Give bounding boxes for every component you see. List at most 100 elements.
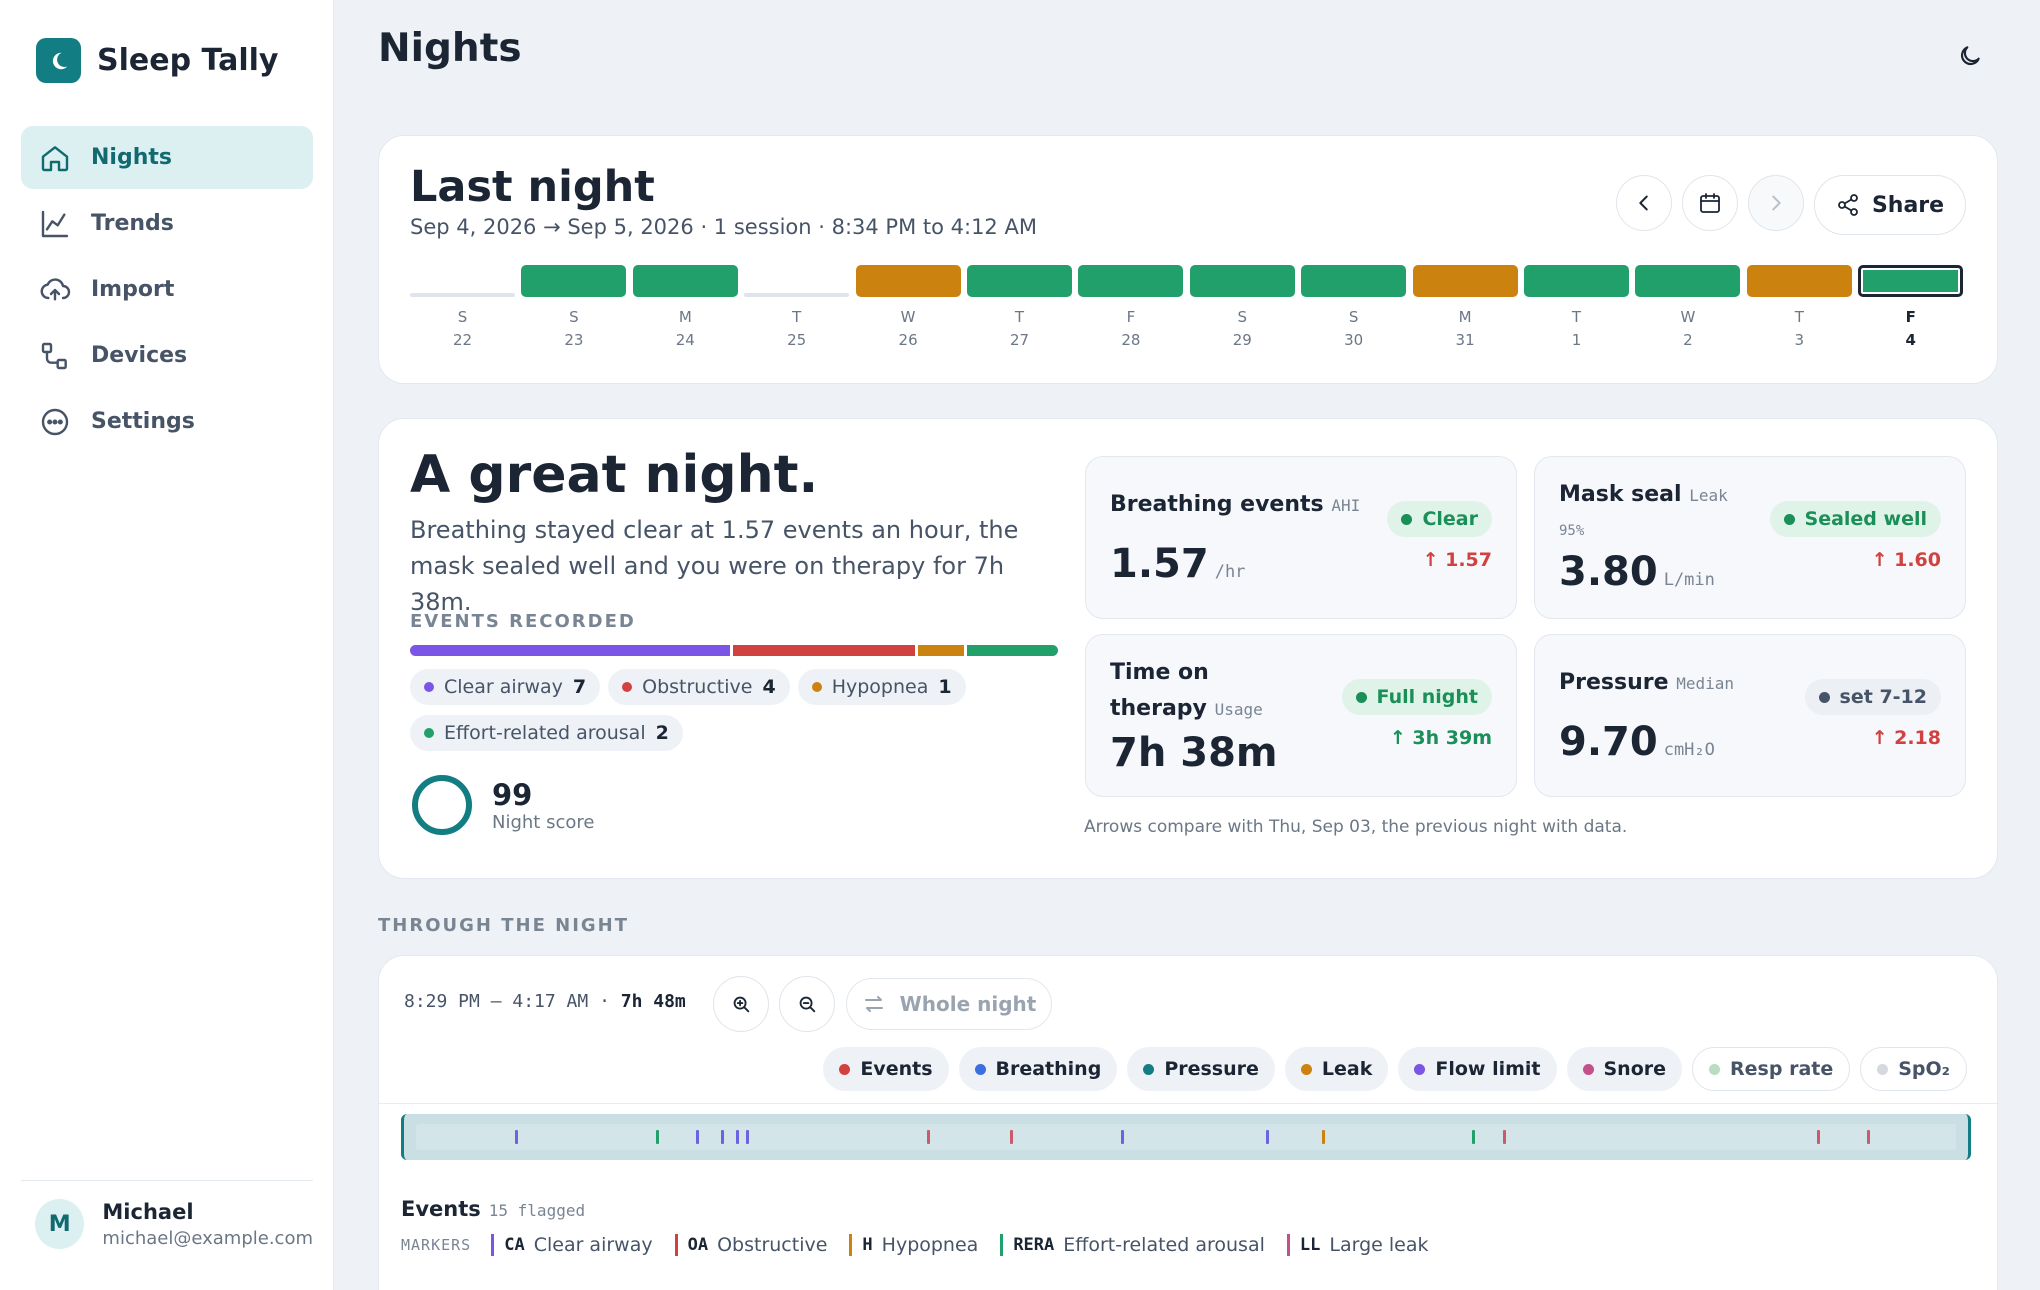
- time-range: 8:29 PM – 4:17 AM · 7h 48m: [404, 991, 686, 1012]
- filter-chip[interactable]: Pressure: [1127, 1047, 1275, 1091]
- event-tick[interactable]: [696, 1130, 700, 1144]
- calendar-day[interactable]: M 31: [1412, 265, 1518, 352]
- filter-chip[interactable]: Leak: [1284, 1047, 1389, 1091]
- metric-subtitle: Usage: [1214, 700, 1263, 719]
- prev-night-button[interactable]: [1616, 175, 1672, 231]
- event-segment: [732, 645, 916, 656]
- calendar-day[interactable]: S 22: [410, 265, 515, 352]
- calendar-day[interactable]: S 30: [1301, 265, 1407, 352]
- calendar-button[interactable]: [1682, 175, 1738, 231]
- night-timeline[interactable]: [401, 1114, 1971, 1160]
- event-tick[interactable]: [927, 1130, 931, 1144]
- layer-filters: Events Breathing Pressure Leak Flow limit Sno…: [813, 1047, 1967, 1091]
- night-summary-text: Breathing stayed clear at 1.57 events an…: [410, 516, 1019, 616]
- filter-chip[interactable]: Resp rate: [1692, 1047, 1851, 1091]
- metric-unit: cmH₂O: [1663, 740, 1715, 760]
- calendar-day[interactable]: T 25: [744, 265, 850, 352]
- calendar-day[interactable]: W 26: [855, 265, 961, 352]
- event-tick[interactable]: [1472, 1130, 1476, 1144]
- page-title: Nights: [378, 26, 522, 71]
- event-chip[interactable]: Obstructive 4: [608, 669, 790, 705]
- last-night-card: Last night Sep 4, 2026 → Sep 5, 2026 · 1…: [378, 135, 1998, 384]
- next-night-button[interactable]: [1748, 175, 1804, 231]
- delta-value: ↑ 2.18: [1871, 727, 1941, 749]
- marker-item: CA Clear airway: [491, 1234, 653, 1256]
- night-calendar-strip: S 22 S 23 M 24 T 25 W 26 T 27 F 28 S 29 S 30 M 31 T 1 W 2 T 3 F 4: [410, 265, 1970, 377]
- brand[interactable]: Sleep Tally: [36, 38, 278, 83]
- event-tick[interactable]: [1503, 1130, 1507, 1144]
- event-chip[interactable]: Effort-related arousal 2: [410, 715, 683, 751]
- sidebar-item-label: Trends: [91, 211, 174, 236]
- filter-chip[interactable]: Snore: [1566, 1047, 1683, 1091]
- event-tick[interactable]: [745, 1130, 749, 1144]
- event-tick[interactable]: [514, 1130, 518, 1144]
- metric-value: 7h 38m: [1110, 730, 1278, 776]
- calendar-day[interactable]: T 27: [967, 265, 1072, 352]
- metric-pressure[interactable]: Pressure Median 9.70 cmH₂O set 7-12 ↑ 2.1…: [1534, 634, 1966, 797]
- share-button[interactable]: Share: [1814, 175, 1966, 235]
- metric-title: Breathing events: [1110, 492, 1324, 517]
- event-chip[interactable]: Hypopnea 1: [797, 669, 966, 705]
- calendar-day[interactable]: M 24: [632, 265, 738, 352]
- event-tick[interactable]: [1121, 1130, 1125, 1144]
- metric-title: Mask seal: [1559, 482, 1682, 507]
- zoom-in-icon: [733, 996, 750, 1013]
- day-label: M 24: [675, 308, 695, 349]
- night-quality-bar: [1301, 265, 1407, 297]
- event-tick[interactable]: [656, 1130, 660, 1144]
- through-night-label: THROUGH THE NIGHT: [378, 915, 630, 936]
- devices-icon: [41, 342, 67, 369]
- user-profile[interactable]: M Michael michael@example.com: [21, 1180, 313, 1249]
- delta-value: ↑ 1.60: [1871, 549, 1941, 571]
- event-tick[interactable]: [1866, 1130, 1870, 1144]
- night-quality-bar: [410, 293, 515, 297]
- whole-night-button[interactable]: Whole night: [846, 978, 1052, 1030]
- sidebar-item-nights[interactable]: Nights: [21, 126, 313, 189]
- sidebar-item-trends[interactable]: Trends: [21, 192, 313, 255]
- event-tick[interactable]: [736, 1130, 740, 1144]
- calendar-day[interactable]: F 28: [1078, 265, 1184, 352]
- home-icon: [41, 145, 69, 171]
- metric-title: Pressure: [1559, 670, 1669, 695]
- sidebar-item-label: Import: [91, 277, 175, 302]
- filter-chip[interactable]: Flow limit: [1398, 1047, 1557, 1091]
- event-segment: [918, 645, 964, 656]
- calendar-day[interactable]: S 23: [521, 265, 627, 352]
- filter-chip[interactable]: Events: [823, 1047, 949, 1091]
- event-tick[interactable]: [1817, 1130, 1821, 1144]
- event-tick[interactable]: [1321, 1130, 1325, 1144]
- last-night-title: Last night: [410, 162, 655, 212]
- event-segment: [410, 645, 730, 656]
- app-name: Sleep Tally: [97, 43, 279, 78]
- zoom-in-button[interactable]: [713, 976, 769, 1032]
- delta-value: ↑ 1.57: [1422, 549, 1492, 571]
- event-tick[interactable]: [720, 1130, 724, 1144]
- marker-item: LL Large leak: [1286, 1234, 1428, 1256]
- sidebar-item-label: Nights: [91, 145, 172, 170]
- event-chip[interactable]: Clear airway 7: [410, 669, 601, 705]
- event-tick[interactable]: [1266, 1130, 1270, 1144]
- night-quality-bar: [855, 265, 961, 297]
- zoom-out-button[interactable]: [779, 976, 835, 1032]
- metric-breathing-events[interactable]: Breathing events AHI 1.57/hr Clear ↑ 1.5…: [1085, 456, 1517, 619]
- filter-chip[interactable]: Breathing: [958, 1047, 1118, 1091]
- event-tick[interactable]: [1010, 1130, 1014, 1144]
- status-badge: set 7-12: [1804, 679, 1941, 715]
- metric-time-on-therapy[interactable]: Time on therapy Usage 7h 38m Full night ↑…: [1085, 634, 1517, 797]
- metric-subtitle-2: 95%: [1559, 523, 1585, 539]
- sidebar-item-import[interactable]: Import: [21, 258, 313, 321]
- events-recorded-label: EVENTS RECORDED: [410, 611, 636, 632]
- theme-toggle-button[interactable]: [1950, 36, 1990, 76]
- filter-chip[interactable]: SpO₂: [1860, 1047, 1967, 1091]
- metric-mask-seal[interactable]: Mask seal Leak 95% 3.80 L/min Sealed well…: [1534, 456, 1966, 619]
- night-quality-bar: [521, 265, 627, 297]
- calendar-day[interactable]: S 29: [1189, 265, 1295, 352]
- sidebar-item-devices[interactable]: Devices: [21, 324, 313, 387]
- sidebar-item-settings[interactable]: Settings: [21, 390, 313, 453]
